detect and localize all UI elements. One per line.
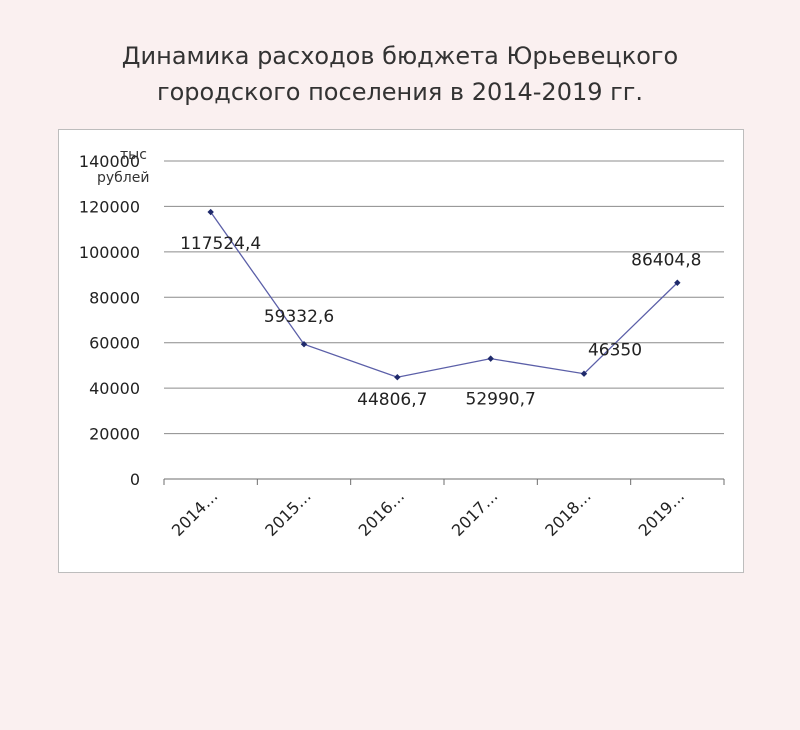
x-tick-label-4: 2018… [541, 486, 595, 540]
y-tick-label-7: 140000 [79, 152, 140, 171]
y-tick-label-6: 120000 [79, 197, 140, 216]
data-label-4: 46350 [588, 341, 642, 361]
x-tick-label-5: 2019… [635, 486, 689, 540]
data-label-2: 44806,7 [357, 390, 427, 410]
data-point-2 [394, 374, 401, 381]
y-tick-label-1: 20000 [89, 425, 140, 444]
data-point-4 [580, 370, 588, 377]
x-tick-label-2: 2016… [355, 486, 409, 540]
title-line-1: Динамика расходов бюджета Юрьевецкого [121, 42, 679, 70]
y-tick-label-3: 60000 [89, 334, 140, 353]
data-point-5 [674, 279, 681, 286]
x-tick-label-3: 2017… [448, 486, 502, 540]
chart-frame: 0 20000 40000 60000 80000 100000 120000 140000 2… [58, 129, 744, 573]
data-label-1: 59332,6 [264, 307, 334, 327]
data-point-3 [487, 355, 494, 362]
slide-title: Динамика расходов бюджета Юрьевецкого го… [0, 38, 800, 110]
y-tick-label-2: 40000 [89, 379, 140, 398]
data-label-5: 86404,8 [631, 251, 701, 271]
y-tick-label-4: 80000 [89, 288, 140, 307]
data-label-0: 117524,4 [180, 234, 261, 254]
series-line [210, 211, 678, 378]
data-point-1 [300, 341, 308, 348]
y-tick-label-5: 100000 [79, 243, 140, 262]
y-unit-label-0: тыс [120, 147, 147, 163]
x-tick-label-1: 2015… [261, 486, 315, 540]
data-point-0 [207, 208, 214, 216]
data-label-3: 52990,7 [466, 390, 536, 410]
x-tick-label-0: 2014… [168, 486, 222, 540]
y-tick-label-0: 0 [130, 470, 140, 489]
y-unit-label-1: рублей [97, 170, 149, 186]
title-line-2: городского поселения в 2014-2019 гг. [157, 78, 643, 106]
line-chart: 0 20000 40000 60000 80000 100000 120000 140000 2… [79, 147, 725, 540]
